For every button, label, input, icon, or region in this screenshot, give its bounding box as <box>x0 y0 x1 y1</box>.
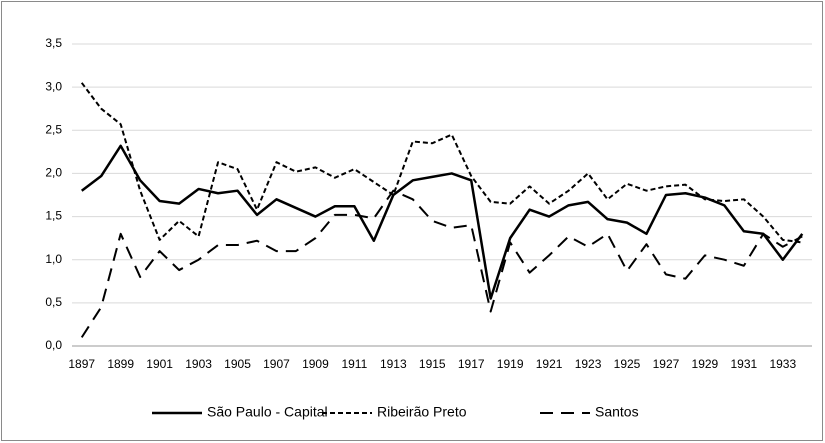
x-tick-label: 1911 <box>341 357 367 371</box>
x-tick-label: 1897 <box>68 357 95 371</box>
series-line <box>80 144 804 300</box>
x-tick-label: 1931 <box>730 357 757 371</box>
x-tick-label: 1907 <box>263 357 290 371</box>
x-tick-label: 1919 <box>497 357 524 371</box>
y-tick-label: 3,5 <box>45 36 62 50</box>
x-tick-label: 1905 <box>224 357 251 371</box>
x-tick-label: 1909 <box>302 357 329 371</box>
x-tick-label: 1915 <box>419 357 446 371</box>
x-tick-label: 1917 <box>458 357 485 371</box>
legend-label: Ribeirão Preto <box>377 404 467 420</box>
y-tick-label: 2,0 <box>45 166 62 180</box>
x-tick-label: 1933 <box>769 357 796 371</box>
x-tick-label: 1929 <box>692 357 719 371</box>
x-tick-label: 1913 <box>380 357 407 371</box>
legend-label: Santos <box>595 404 639 420</box>
legend-label: São Paulo - Capital <box>207 404 328 420</box>
x-tick-label: 1899 <box>107 357 134 371</box>
y-tick-label: 0,5 <box>45 295 62 309</box>
x-tick-label: 1927 <box>653 357 680 371</box>
x-tick-label: 1921 <box>536 357 563 371</box>
x-tick-label: 1903 <box>185 357 212 371</box>
y-tick-label: 1,0 <box>45 252 62 266</box>
x-tick-label: 1901 <box>146 357 173 371</box>
series-line <box>80 82 803 244</box>
y-tick-label: 0,0 <box>45 338 62 352</box>
series-line <box>80 189 803 338</box>
y-tick-label: 2,5 <box>45 122 62 136</box>
x-tick-label: 1925 <box>614 357 641 371</box>
y-tick-label: 3,0 <box>45 79 62 93</box>
y-tick-label: 1,5 <box>45 209 62 223</box>
x-tick-label: 1923 <box>575 357 602 371</box>
